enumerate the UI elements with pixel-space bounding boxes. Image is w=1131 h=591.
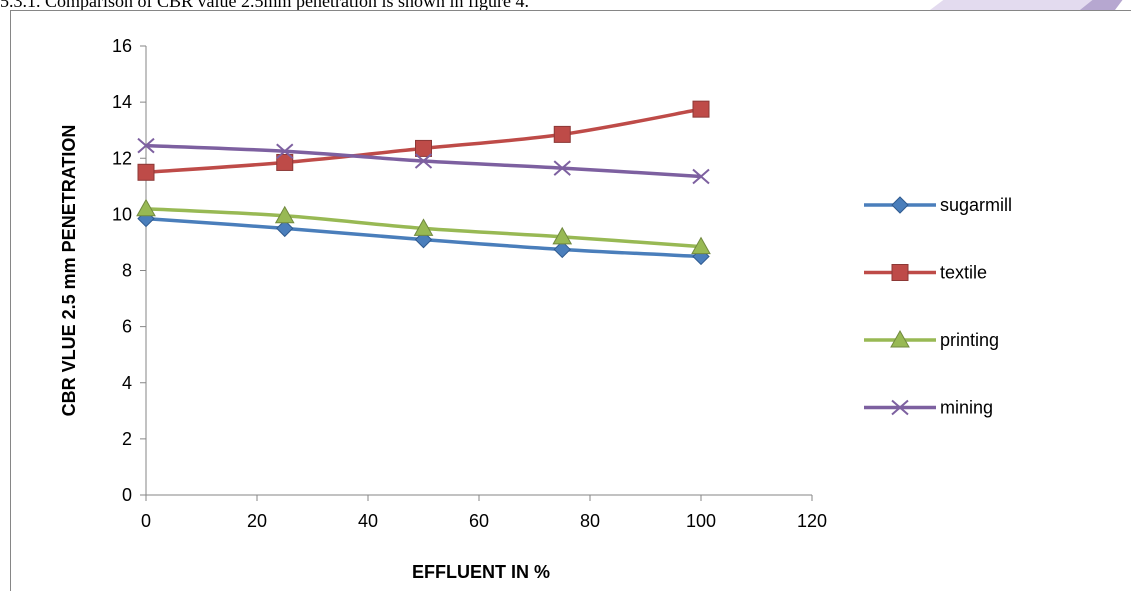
y-tick-label: 6 xyxy=(122,317,132,337)
chart-frame xyxy=(10,10,1131,591)
data-point-diamond xyxy=(276,219,294,238)
data-point-square xyxy=(276,153,294,171)
legend-item-mining: mining xyxy=(864,398,993,418)
data-point-x xyxy=(553,160,571,176)
axes: 0 2 4 6 8 10 12 14 16 0 20 40 60 80 100 120 xyxy=(112,36,827,531)
data-point-triangle xyxy=(691,236,711,255)
data-point-square xyxy=(891,264,909,281)
series-mining xyxy=(137,137,710,185)
legend-item-printing: printing xyxy=(864,329,999,350)
header-decoration xyxy=(930,0,1123,10)
x-tick-label: 120 xyxy=(797,511,827,531)
x-axis-title: EFFLUENT IN % xyxy=(412,562,550,582)
data-point-x xyxy=(414,153,433,169)
y-tick-label: 0 xyxy=(122,485,132,505)
y-tick-label: 16 xyxy=(112,36,132,56)
legend-label: sugarmill xyxy=(940,195,1012,215)
legend: sugarmill textile printing mining xyxy=(864,195,1012,418)
data-point-triangle xyxy=(413,218,434,236)
data-point-x xyxy=(891,399,909,416)
y-tick-label: 4 xyxy=(122,373,132,393)
x-tick-label: 100 xyxy=(686,511,716,531)
data-point-square xyxy=(553,125,571,143)
data-point-square xyxy=(692,100,710,118)
legend-label: textile xyxy=(940,263,987,283)
y-tick-label: 14 xyxy=(112,92,132,112)
data-point-triangle xyxy=(890,329,910,348)
y-tick-label: 10 xyxy=(112,204,132,224)
x-tick-label: 0 xyxy=(141,511,151,531)
data-point-triangle xyxy=(136,198,156,217)
y-tick-label: 2 xyxy=(122,429,132,449)
x-tick-label: 20 xyxy=(247,511,267,531)
x-tick-label: 40 xyxy=(358,511,378,531)
legend-label: mining xyxy=(940,398,993,418)
data-point-triangle xyxy=(274,205,295,224)
series-printing xyxy=(136,198,711,255)
data-point-diamond xyxy=(553,240,571,259)
y-tick-label: 12 xyxy=(112,148,132,168)
series-layer xyxy=(136,100,711,266)
x-tick-label: 60 xyxy=(469,511,489,531)
legend-item-textile: textile xyxy=(864,263,987,283)
data-point-x xyxy=(276,143,294,159)
series-textile xyxy=(137,100,710,181)
figure-caption: 5.3.1. Comparison of CBR value 2.5mm pen… xyxy=(0,0,529,11)
data-point-x xyxy=(692,168,710,185)
data-point-x xyxy=(137,137,155,154)
data-point-triangle xyxy=(552,226,573,245)
x-tick-label: 80 xyxy=(580,511,600,531)
data-point-square xyxy=(137,163,155,181)
legend-label: printing xyxy=(940,330,999,350)
data-point-square xyxy=(415,139,432,157)
data-point-diamond xyxy=(891,196,909,214)
y-axis-title: CBR VLUE 2.5 mm PENETRATION xyxy=(59,125,79,417)
y-tick-label: 8 xyxy=(122,261,132,281)
legend-item-sugarmill: sugarmill xyxy=(864,195,1012,215)
